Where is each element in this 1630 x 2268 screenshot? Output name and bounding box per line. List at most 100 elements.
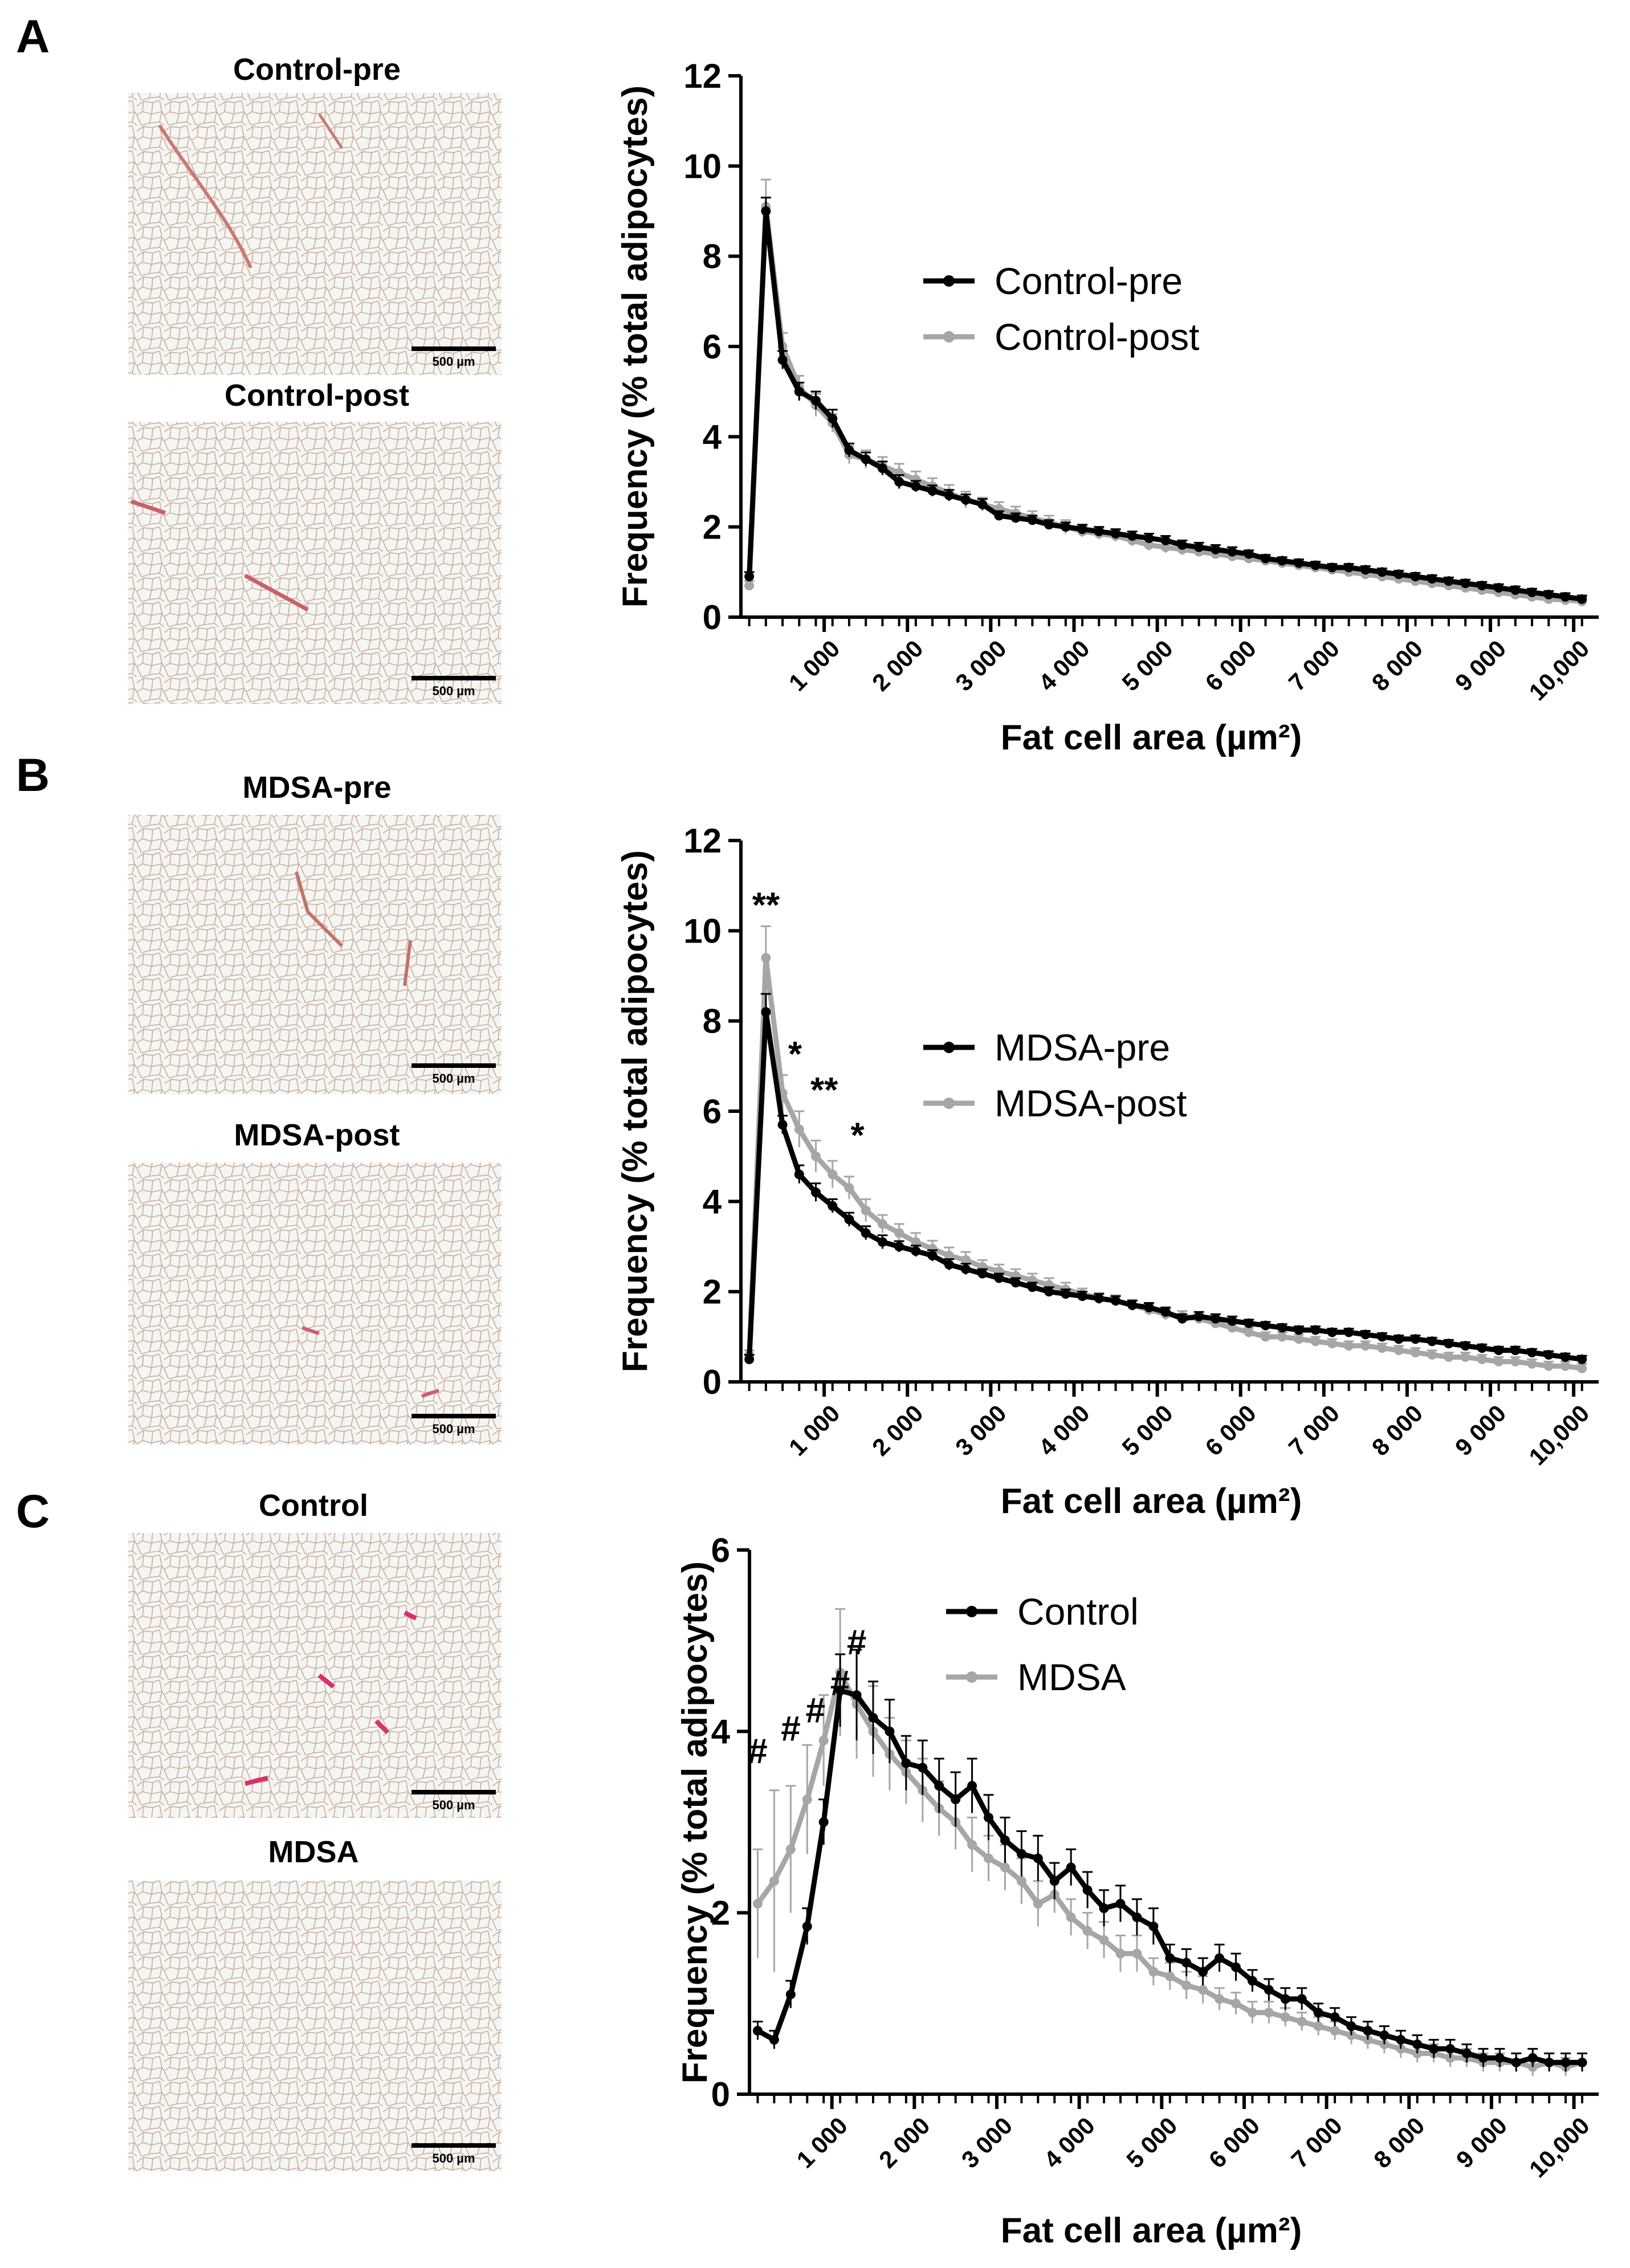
data-point	[1511, 2057, 1521, 2067]
data-point	[1016, 1849, 1026, 1859]
data-point	[1094, 527, 1104, 537]
legend-label: MDSA-pre	[995, 1026, 1170, 1068]
y-tick-label: 6	[711, 1531, 730, 1569]
data-point	[1044, 1287, 1054, 1297]
micrograph-title: MDSA-post	[234, 1118, 400, 1152]
data-point	[1310, 1336, 1321, 1347]
data-point	[1577, 2057, 1587, 2067]
significance-marker: **	[752, 886, 780, 925]
data-point	[1132, 1948, 1142, 1959]
x-tick-label: 4 000	[1033, 635, 1095, 696]
data-point	[785, 1989, 796, 2000]
micrograph-control-post: Control-post 500 µm	[128, 378, 502, 704]
data-point	[961, 1255, 971, 1265]
significance-marker: #	[847, 1623, 866, 1662]
data-point	[1066, 1912, 1076, 1923]
data-point	[1494, 583, 1504, 593]
data-point	[1280, 2012, 1290, 2022]
data-point	[1127, 531, 1138, 541]
data-point	[744, 581, 755, 591]
data-point	[1227, 546, 1237, 557]
x-tick-label: 8 000	[1367, 1400, 1428, 1461]
data-point	[1330, 2026, 1340, 2036]
y-tick-label: 4	[703, 418, 722, 456]
data-point	[1277, 556, 1287, 566]
data-point	[844, 1183, 854, 1193]
data-point	[1244, 549, 1254, 559]
series-mdsa-post	[744, 925, 1587, 1373]
significance-marker: #	[781, 1709, 800, 1748]
data-point	[1297, 1994, 1307, 2004]
data-point	[1144, 1302, 1154, 1312]
data-point	[769, 1876, 779, 1886]
data-point	[1194, 1311, 1204, 1321]
y-tick-label: 4	[703, 1182, 722, 1221]
tissue-image	[128, 1881, 502, 2171]
data-point	[1444, 576, 1454, 586]
data-point	[894, 1228, 904, 1238]
data-point	[1264, 1985, 1274, 1995]
scale-label: 500 µm	[432, 1798, 475, 1812]
data-point	[1377, 1343, 1387, 1353]
data-point	[967, 1839, 977, 1850]
data-point	[844, 445, 854, 455]
data-point	[894, 1242, 904, 1251]
data-point	[1115, 1948, 1126, 1959]
data-point	[934, 1781, 944, 1791]
data-point	[1247, 1976, 1257, 1986]
legend-swatch-marker	[966, 1606, 977, 1617]
x-tick-label: 10,000	[1524, 2112, 1595, 2183]
y-tick-label: 10	[683, 147, 722, 185]
data-point	[1280, 1994, 1290, 2004]
micrograph-title: Control-post	[225, 378, 409, 413]
data-point	[861, 1205, 871, 1215]
x-tick-label: 4 000	[1038, 2112, 1100, 2173]
scale-label: 500 µm	[432, 2151, 475, 2165]
data-point	[911, 481, 921, 491]
data-point	[1494, 2053, 1505, 2063]
data-point	[877, 1219, 887, 1229]
data-point	[1033, 1899, 1043, 1909]
series-mdsa-pre	[744, 993, 1587, 1364]
y-tick-label: 2	[703, 508, 722, 546]
x-tick-label: 5 000	[1116, 635, 1178, 696]
chart-panel-c: 0 2 4 6 1 000 2 000 3 000 4 000 5 000 6 000 7 000 8…	[675, 1531, 1599, 2250]
data-point	[1411, 572, 1421, 582]
data-point	[1327, 1339, 1337, 1349]
data-point	[1016, 1876, 1026, 1886]
data-point	[1313, 2008, 1323, 2018]
data-point	[1379, 2030, 1389, 2041]
data-point	[1462, 2048, 1472, 2058]
data-point	[1244, 1318, 1254, 1328]
scale-label: 500 µm	[432, 1071, 475, 1086]
data-point	[1215, 1953, 1225, 1963]
data-point	[828, 1169, 838, 1180]
data-point	[1544, 2057, 1554, 2067]
data-point	[1494, 1345, 1504, 1356]
x-tick-label: 6 000	[1200, 1400, 1262, 1461]
data-point	[1411, 1348, 1421, 1358]
data-point	[1099, 1903, 1109, 1914]
series-line	[755, 1670, 1583, 2070]
blood-vessel	[244, 1610, 417, 1786]
data-point	[1477, 1354, 1487, 1364]
data-point	[1160, 1307, 1171, 1317]
data-point	[1429, 2043, 1439, 2054]
blood-vessel	[158, 124, 252, 269]
data-point	[802, 1794, 812, 1805]
data-point	[944, 1250, 954, 1261]
data-point	[1294, 558, 1304, 568]
series-control	[752, 1649, 1588, 2072]
data-point	[1230, 1998, 1241, 2009]
data-point	[1198, 1985, 1208, 1995]
x-tick-label: 5 000	[1116, 1400, 1178, 1461]
micrograph-mdsa-pre: MDSA-pre 500 µm	[128, 770, 502, 1094]
y-tick-label: 0	[703, 598, 722, 637]
x-tick-label: 2 000	[867, 635, 928, 696]
data-point	[911, 475, 921, 485]
data-point	[828, 1201, 838, 1211]
data-point	[927, 1243, 938, 1254]
data-point	[811, 1151, 821, 1161]
blood-vessel	[301, 1326, 439, 1398]
